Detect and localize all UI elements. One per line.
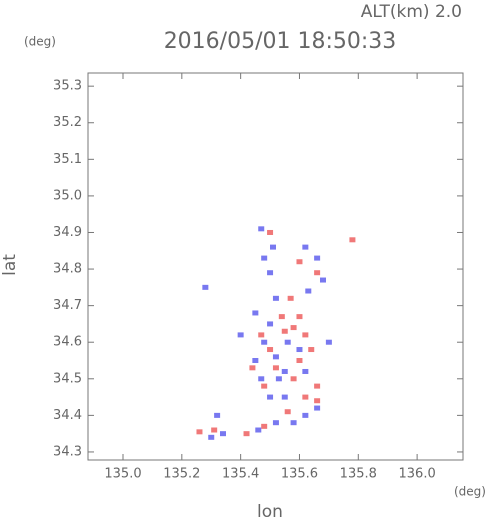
echo-point [284,339,291,345]
chart-subtitle: ALT(km) 2.0 [361,2,462,22]
echo-point [196,429,203,435]
echo-point [272,295,279,301]
echo-point [290,325,297,331]
y-tick-label: 34.8 [53,262,82,277]
echo-point [258,376,265,382]
echo-point [261,423,268,429]
echo-point [243,431,250,437]
echo-point [314,405,321,411]
echo-point [267,270,274,276]
x-tick-label: 135.6 [281,467,318,482]
echo-point [314,383,321,389]
echo-point [272,354,279,360]
y-tick-label: 34.7 [53,298,82,313]
x-unit: (deg) [454,485,486,499]
echo-point [349,237,356,243]
y-tick-label: 35.3 [53,79,82,94]
echo-point [320,277,326,283]
echo-point [258,226,265,232]
echo-point [211,427,218,433]
echo-point [258,332,265,338]
echo-point [296,314,303,320]
echo-point [296,358,303,364]
y-tick-label: 34.4 [53,408,82,423]
y-tick-label: 34.5 [53,371,82,386]
echo-point [270,244,276,250]
echo-point [305,288,312,294]
echo-point [272,365,279,371]
x-tick-label: 135.8 [340,467,377,482]
echo-point [252,310,259,316]
y-tick-label: 34.6 [53,335,82,350]
echo-point [267,347,274,353]
echo-point [284,409,291,415]
echo-point [290,420,297,426]
echo-point [261,255,268,261]
echo-point [214,412,221,418]
echo-point [302,244,309,250]
chart-title: 2016/05/01 18:50:33 [164,29,397,54]
echo-point [308,347,315,353]
x-tick-label: 136.0 [399,467,436,482]
echo-point [296,347,303,353]
echo-point [287,295,294,301]
echo-point [208,434,215,440]
y-unit: (deg) [24,35,56,49]
y-tick-label: 35.2 [53,115,82,130]
echo-point [281,368,288,374]
x-tick-label: 135.4 [222,467,259,482]
y-tick-label: 35.0 [53,188,82,203]
echo-point [261,383,268,389]
echo-point [267,229,274,235]
echo-point [281,394,288,400]
echo-point [255,427,262,433]
echo-point [281,328,288,334]
y-tick-label: 34.3 [53,444,82,459]
echo-point [325,339,332,345]
plot-frame [87,72,464,461]
echo-point [261,339,268,345]
y-axis-label: lat [0,254,20,276]
echo-point [302,394,309,400]
echo-point [252,358,259,364]
echo-point [302,332,309,338]
echo-point [275,376,282,382]
echo-point [267,394,274,400]
echo-point [302,412,309,418]
echo-point [220,431,226,437]
x-tick-label: 135.0 [104,467,141,482]
echo-point [272,420,279,426]
echo-point [302,368,309,374]
echo-point [249,365,256,371]
echo-point [237,332,244,338]
echo-point [278,314,285,320]
echo-point [314,398,321,404]
x-axis-label: lon [257,502,283,521]
echo-point [202,284,209,290]
echo-point [267,321,274,327]
y-tick-label: 35.1 [53,152,82,167]
x-tick-label: 135.2 [163,467,200,482]
echo-point [290,376,297,382]
echo-point [296,259,303,265]
echo-point [314,255,321,261]
y-tick-label: 34.9 [53,225,82,240]
echo-point [314,270,321,276]
